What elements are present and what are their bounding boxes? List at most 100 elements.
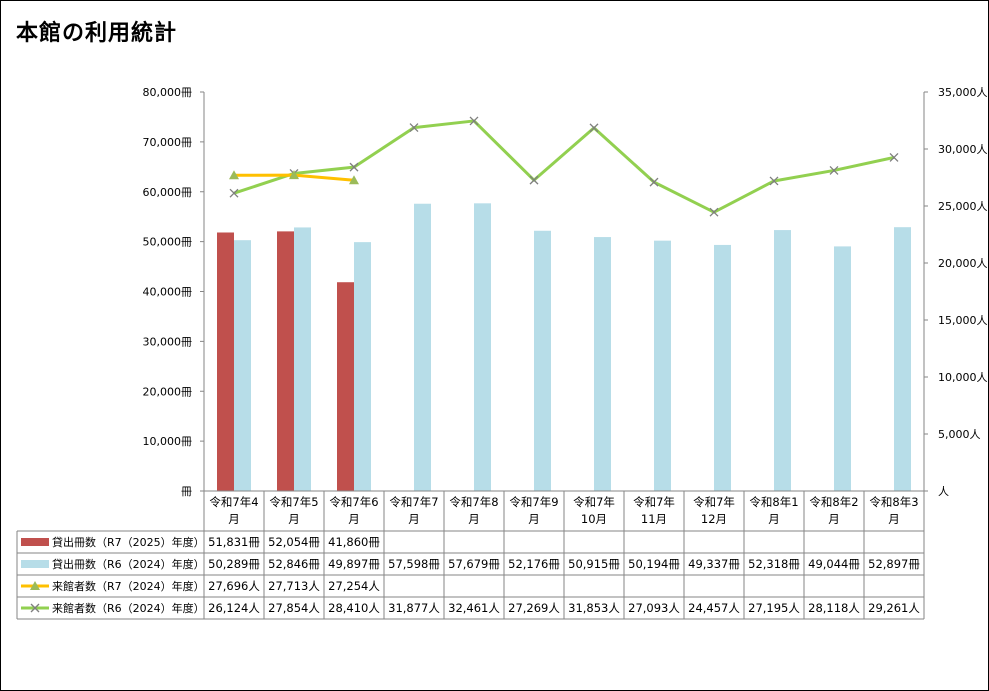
legend-key-bar (21, 560, 49, 568)
x-marker (889, 152, 899, 162)
category-label: 月 (228, 512, 240, 526)
table-cell-value: 52,897冊 (868, 557, 920, 571)
category-label: 令和7年 (573, 495, 615, 509)
right-tick-label: 25,000人 (938, 200, 988, 213)
line-r6-visitors (233, 119, 895, 214)
table-cell-value: 50,194冊 (628, 557, 680, 571)
category-label: 12月 (701, 512, 727, 526)
left-tick-label: 30,000冊 (143, 335, 193, 348)
category-label: 令和8年1 (749, 495, 798, 509)
table-cell-value: 27,696人 (208, 579, 260, 593)
category-label: 令和7年4 (209, 495, 258, 509)
table-cell-value: 57,679冊 (448, 557, 500, 571)
bar-r6-lending (474, 203, 491, 491)
bar-r7-lending (337, 282, 354, 491)
x-marker-stroke (769, 176, 779, 186)
right-tick-label: 30,000人 (938, 143, 988, 156)
legend-key-marker (30, 581, 40, 590)
table-cell-value: 41,860冊 (328, 535, 380, 549)
x-marker (409, 123, 419, 133)
table-cell-value: 49,337冊 (688, 557, 740, 571)
x-marker (229, 188, 239, 198)
bar-r6-lending (654, 240, 671, 491)
table-cell-value: 51,831冊 (208, 535, 260, 549)
series-name: 来館者数（R7（2024）年度） (52, 579, 205, 593)
x-marker (649, 177, 659, 187)
bar-r6-lending (714, 244, 731, 491)
table-cell-value: 29,261人 (868, 601, 920, 615)
category-label: 月 (768, 512, 780, 526)
bar-r6-lending (894, 227, 911, 491)
category-label: 令和8年2 (809, 495, 858, 509)
x-marker-stroke (709, 207, 719, 217)
table-cell-value: 52,176冊 (508, 557, 560, 571)
category-label: 月 (348, 512, 360, 526)
left-tick-label: 10,000冊 (143, 435, 193, 448)
right-tick-label: 5,000人 (938, 428, 981, 441)
category-label: 月 (888, 512, 900, 526)
right-tick-label: 35,000人 (938, 86, 988, 99)
x-marker (349, 162, 359, 172)
left-tick-label: 50,000冊 (143, 236, 193, 249)
table-cell-value: 27,093人 (628, 601, 680, 615)
x-marker (709, 207, 719, 217)
left-tick-label: 60,000冊 (143, 186, 193, 199)
triangle-marker (349, 175, 359, 185)
table-cell-value: 27,854人 (268, 601, 320, 615)
table-cell-value: 27,254人 (328, 579, 380, 593)
x-marker-stroke (649, 177, 659, 187)
bar-r6-lending (414, 203, 431, 491)
x-marker-stroke (529, 175, 539, 185)
category-label: 令和7年9 (509, 495, 558, 509)
category-label: 月 (528, 512, 540, 526)
table-cell-value: 50,289冊 (208, 557, 260, 571)
bar-r6-lending (534, 230, 551, 491)
bar-r6-lending (774, 230, 791, 492)
table-cell-value: 49,897冊 (328, 557, 380, 571)
right-tick-label: 20,000人 (938, 257, 988, 270)
left-tick-label: 40,000冊 (143, 286, 193, 299)
bar-r6-lending (594, 237, 611, 491)
x-marker-stroke (589, 123, 599, 133)
page-title: 本館の利用統計 (16, 21, 178, 46)
left-tick-label: 70,000冊 (143, 136, 193, 149)
category-label: 月 (828, 512, 840, 526)
legend-key-bar (21, 538, 49, 546)
table-cell-value: 31,877人 (388, 601, 440, 615)
table-cell-value: 27,195人 (748, 601, 800, 615)
left-tick-label: 80,000冊 (143, 86, 193, 99)
category-label: 令和7年7 (389, 495, 438, 509)
left-tick-label: 冊 (181, 485, 192, 498)
table-cell-value: 27,713人 (268, 579, 320, 593)
table-cell-value: 52,054冊 (268, 535, 320, 549)
bar-r7-lending (277, 231, 294, 491)
series-name: 貸出冊数（R6（2024）年度） (52, 557, 205, 571)
x-marker-stroke (829, 165, 839, 175)
series-name: 来館者数（R6（2024）年度） (52, 601, 205, 615)
table-cell-value: 28,410人 (328, 601, 380, 615)
bar-r6-lending (354, 242, 371, 491)
bar-r7-lending (217, 232, 234, 491)
x-marker-stroke (349, 162, 359, 172)
table-cell-value: 52,318冊 (748, 557, 800, 571)
triangle-marker (289, 170, 299, 180)
category-label: 令和7年6 (329, 495, 378, 509)
table-cell-value: 57,598冊 (388, 557, 440, 571)
x-marker-stroke (889, 152, 899, 162)
category-label: 令和8年3 (869, 495, 918, 509)
x-marker (769, 176, 779, 186)
category-label: 11月 (641, 512, 667, 526)
x-marker (529, 175, 539, 185)
category-label: 月 (288, 512, 300, 526)
x-marker (829, 165, 839, 175)
table-cell-value: 26,124人 (208, 601, 260, 615)
table-cell-value: 27,269人 (508, 601, 560, 615)
category-label: 月 (468, 512, 480, 526)
x-marker-stroke (409, 123, 419, 133)
series-name: 貸出冊数（R7（2025）年度） (52, 535, 205, 549)
category-label: 令和7年8 (449, 495, 498, 509)
left-tick-label: 20,000冊 (143, 385, 193, 398)
category-label: 令和7年 (633, 495, 675, 509)
